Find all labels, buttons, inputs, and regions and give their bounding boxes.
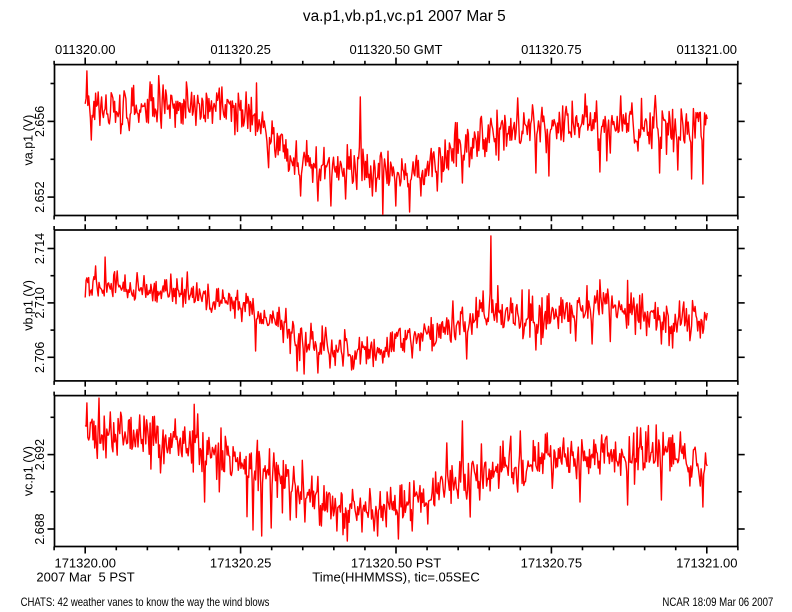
svg-text:2.706: 2.706 xyxy=(33,342,47,373)
svg-text:171320.00: 171320.00 xyxy=(54,556,115,571)
svg-text:vc.p1 (V): vc.p1 (V) xyxy=(21,446,35,496)
svg-text:va.p1 (V): va.p1 (V) xyxy=(21,115,35,166)
svg-text:011320.75: 011320.75 xyxy=(521,42,582,57)
svg-text:CHATS: 42 weather vanes to kno: CHATS: 42 weather vanes to know the way … xyxy=(21,595,270,609)
svg-text:2007 Mar 5 PST: 2007 Mar 5 PST xyxy=(36,570,134,585)
svg-text:011320.50 GMT: 011320.50 GMT xyxy=(350,42,443,57)
svg-text:va.p1,vb.p1,vc.p1 2007 Mar 5: va.p1,vb.p1,vc.p1 2007 Mar 5 xyxy=(303,8,506,25)
svg-text:2.688: 2.688 xyxy=(33,513,47,544)
svg-text:011321.00: 011321.00 xyxy=(677,42,738,57)
svg-text:011320.25: 011320.25 xyxy=(210,42,271,57)
svg-text:2.692: 2.692 xyxy=(33,439,47,470)
svg-text:171320.25: 171320.25 xyxy=(210,556,271,571)
svg-text:011320.00: 011320.00 xyxy=(55,42,116,57)
svg-text:171320.50 PST: 171320.50 PST xyxy=(351,556,441,571)
svg-text:vb.p1 (V): vb.p1 (V) xyxy=(21,280,35,331)
svg-text:2.710: 2.710 xyxy=(33,287,47,318)
svg-text:171321.00: 171321.00 xyxy=(676,556,737,571)
svg-text:2.714: 2.714 xyxy=(33,233,47,264)
svg-text:171320.75: 171320.75 xyxy=(521,556,582,571)
svg-text:NCAR 18:09 Mar 06 2007: NCAR 18:09 Mar 06 2007 xyxy=(662,595,773,609)
svg-text:2.656: 2.656 xyxy=(33,106,47,137)
svg-text:2.652: 2.652 xyxy=(33,181,47,212)
svg-text:Time(HHMMSS), tic=.05SEC: Time(HHMMSS), tic=.05SEC xyxy=(312,570,479,585)
